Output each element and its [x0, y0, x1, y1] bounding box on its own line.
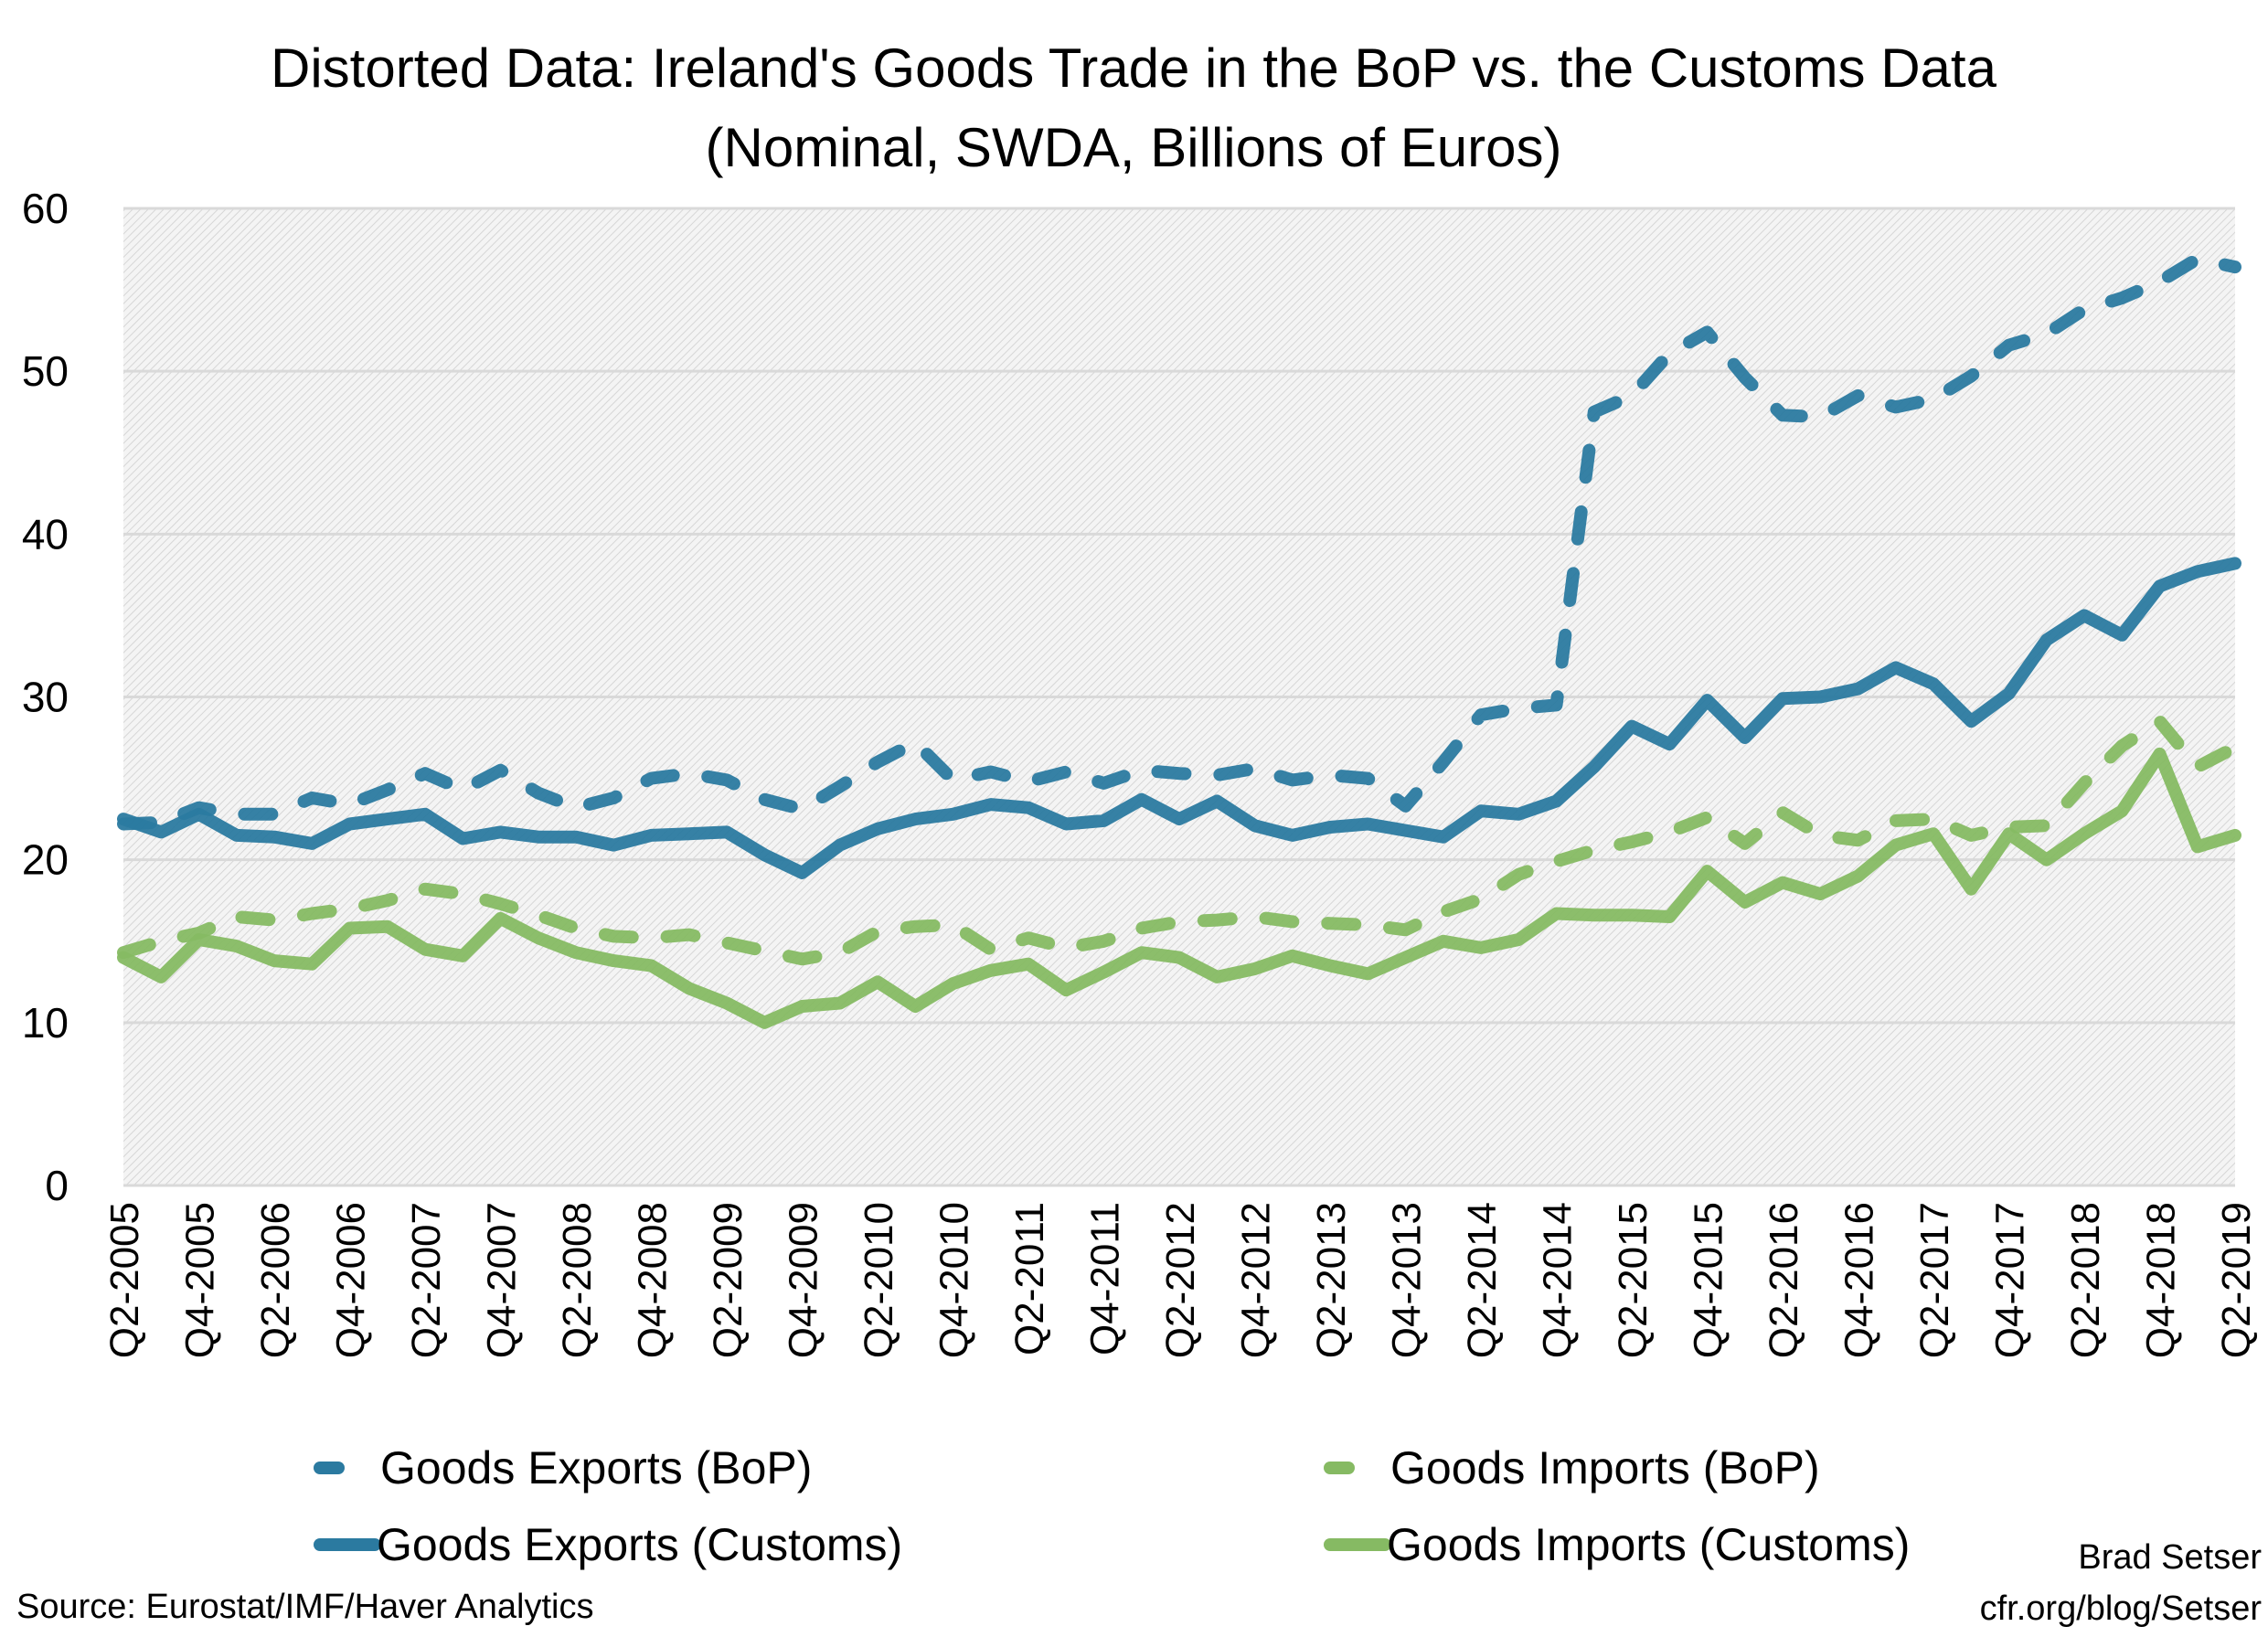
x-tick-label: Q4-2015	[1687, 1202, 1731, 1358]
legend-item: Goods Exports (BoP)	[314, 1442, 812, 1493]
y-tick-label: 50	[22, 347, 69, 395]
x-tick-label: Q4-2016	[1837, 1202, 1882, 1358]
x-tick-label: Q4-2009	[782, 1202, 826, 1358]
x-tick-label: Q4-2006	[329, 1202, 374, 1358]
x-tick-label: Q4-2007	[480, 1202, 525, 1358]
x-tick-label: Q4-2014	[1536, 1202, 1581, 1358]
x-tick-label: Q4-2012	[1234, 1202, 1279, 1358]
legend-label: Goods Exports (BoP)	[380, 1442, 812, 1493]
y-tick-label: 40	[22, 510, 69, 558]
legend-item: Goods Imports (BoP)	[1324, 1442, 1820, 1493]
legend-item: Goods Exports (Customs)	[314, 1519, 902, 1570]
x-tick-label: Q2-2009	[706, 1202, 751, 1358]
x-tick-label: Q2-2019	[2214, 1202, 2259, 1358]
x-tick-label: Q4-2017	[1988, 1202, 2033, 1358]
x-tick-label: Q2-2018	[2063, 1202, 2108, 1358]
y-tick-label: 60	[22, 185, 69, 232]
chart-title: Distorted Data: Ireland's Goods Trade in…	[271, 37, 1997, 99]
y-tick-label: 10	[22, 999, 69, 1047]
y-tick-label: 20	[22, 836, 69, 884]
x-tick-label: Q2-2010	[857, 1202, 901, 1358]
x-tick-label: Q4-2013	[1385, 1202, 1430, 1358]
series-line-goods-exports-bop	[117, 252, 2241, 831]
x-tick-label: Q2-2011	[1007, 1202, 1052, 1355]
chart-subtitle: (Nominal, SWDA, Billions of Euros)	[706, 117, 1562, 178]
x-tick-label: Q4-2010	[932, 1202, 977, 1358]
legend-item: Goods Imports (Customs)	[1324, 1519, 1910, 1570]
x-tick-label: Q4-2008	[631, 1202, 676, 1358]
author-url: cfr.org/blog/Setser	[1980, 1589, 2263, 1628]
y-tick-label: 0	[45, 1162, 69, 1209]
x-tick-label: Q2-2006	[253, 1202, 298, 1358]
series-line-goods-exports-customs	[117, 557, 2241, 879]
legend-label: Goods Exports (Customs)	[377, 1519, 902, 1570]
x-tick-label: Q4-2011	[1083, 1202, 1128, 1355]
x-tick-label: Q2-2008	[555, 1202, 600, 1358]
x-tick-label: Q4-2005	[178, 1202, 223, 1358]
series-line-goods-imports-customs	[117, 747, 2241, 1029]
author-credit: Brad Setser	[2078, 1538, 2262, 1577]
source-note: Source: Eurostat/IMF/Haver Analytics	[16, 1588, 593, 1626]
x-tick-label: Q4-2018	[2139, 1202, 2184, 1358]
x-tick-label: Q2-2016	[1762, 1202, 1806, 1358]
x-tick-label: Q2-2005	[102, 1202, 147, 1358]
x-tick-label: Q2-2013	[1309, 1202, 1354, 1358]
x-tick-label: Q2-2014	[1460, 1202, 1505, 1358]
x-tick-label: Q2-2015	[1611, 1202, 1656, 1358]
legend-label: Goods Imports (BoP)	[1390, 1442, 1820, 1493]
legend-label: Goods Imports (Customs)	[1387, 1519, 1910, 1570]
y-tick-label: 30	[22, 674, 69, 721]
x-tick-label: Q2-2007	[404, 1202, 449, 1358]
x-tick-label: Q2-2012	[1158, 1202, 1203, 1358]
x-tick-label: Q2-2017	[1912, 1202, 1957, 1358]
